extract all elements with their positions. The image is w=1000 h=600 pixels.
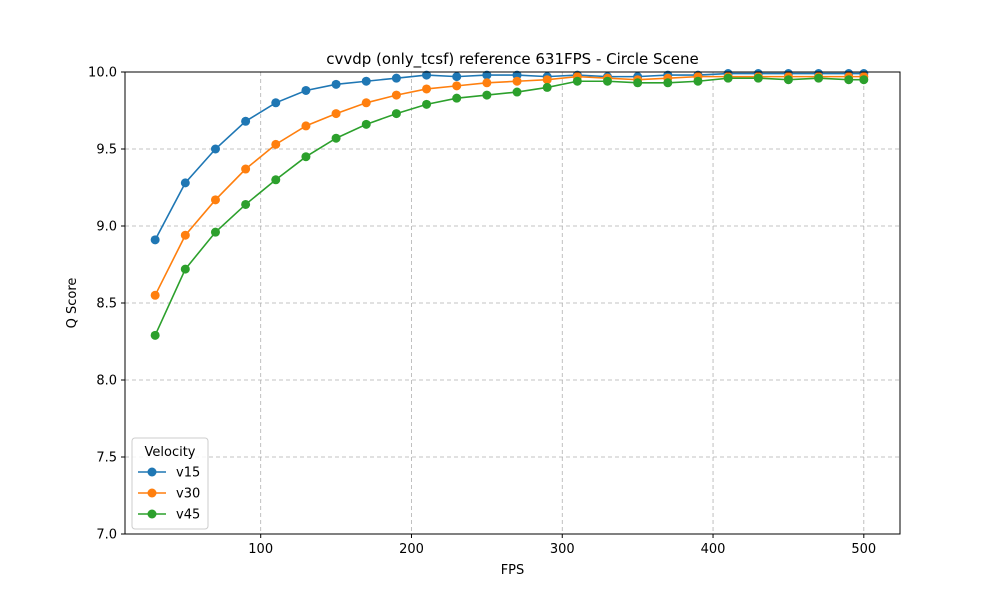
- y-tick-label: 8.0: [96, 374, 117, 389]
- data-point-v45: [391, 109, 401, 119]
- data-point-v30: [452, 81, 462, 91]
- series-layer: [150, 69, 869, 340]
- data-point-v45: [633, 78, 643, 88]
- data-point-v45: [482, 90, 492, 100]
- data-point-v45: [542, 82, 552, 92]
- data-point-v45: [844, 75, 854, 85]
- data-point-v15: [361, 76, 371, 86]
- data-point-v30: [301, 121, 311, 131]
- chart-title: cvvdp (only_tcsf) reference 631FPS - Cir…: [326, 50, 699, 69]
- data-point-v45: [150, 330, 160, 340]
- data-point-v15: [150, 235, 160, 245]
- data-point-v45: [361, 119, 371, 129]
- data-point-v30: [422, 84, 432, 94]
- data-point-v45: [512, 87, 522, 97]
- data-point-v45: [422, 99, 432, 109]
- data-point-v15: [482, 70, 492, 80]
- series-v45: [150, 73, 869, 340]
- x-tick-label: 400: [701, 542, 726, 557]
- data-point-v15: [210, 144, 220, 154]
- data-point-v15: [452, 72, 462, 82]
- x-tick-label: 100: [248, 542, 273, 557]
- data-point-v15: [512, 70, 522, 80]
- data-point-v45: [241, 199, 251, 209]
- data-point-v15: [422, 70, 432, 80]
- data-point-v30: [391, 90, 401, 100]
- data-point-v45: [783, 75, 793, 85]
- data-point-v45: [301, 152, 311, 162]
- data-point-v30: [361, 98, 371, 108]
- y-tick-label: 10.0: [88, 66, 117, 81]
- data-point-v30: [271, 139, 281, 149]
- data-point-v30: [482, 78, 492, 88]
- data-point-v30: [512, 76, 522, 86]
- x-axis-label: FPS: [501, 563, 525, 578]
- data-point-v15: [301, 85, 311, 95]
- y-tick-label: 9.5: [96, 143, 117, 158]
- data-point-v30: [241, 164, 251, 174]
- y-tick-label: 7.5: [96, 451, 117, 466]
- data-point-v30: [150, 290, 160, 300]
- legend-marker-v15: [147, 467, 157, 477]
- data-point-v45: [271, 175, 281, 185]
- data-point-v15: [271, 98, 281, 108]
- data-point-v15: [391, 73, 401, 83]
- data-point-v45: [693, 76, 703, 86]
- data-point-v15: [180, 178, 190, 188]
- data-point-v45: [723, 73, 733, 83]
- data-point-v45: [180, 264, 190, 274]
- data-point-v45: [331, 133, 341, 143]
- legend-label-v45: v45: [176, 508, 200, 523]
- y-tick-label: 9.0: [96, 220, 117, 235]
- legend-marker-v45: [147, 509, 157, 519]
- data-point-v45: [452, 93, 462, 103]
- data-point-v45: [602, 76, 612, 86]
- data-point-v45: [210, 227, 220, 237]
- y-tick-label: 8.5: [96, 297, 117, 312]
- data-point-v15: [331, 79, 341, 89]
- data-point-v45: [753, 73, 763, 83]
- data-point-v45: [663, 78, 673, 88]
- ticks: 100 200 300 400 500 7.0 7.5 8.0 8.5 9.0 9.5 10.0: [88, 66, 876, 558]
- legend-title: Velocity: [145, 445, 196, 460]
- y-tick-label: 7.0: [96, 528, 117, 543]
- data-point-v30: [180, 230, 190, 240]
- data-point-v45: [859, 75, 869, 85]
- grid: [125, 71, 900, 535]
- x-tick-label: 200: [399, 542, 424, 557]
- y-axis-label: Q Score: [65, 278, 80, 329]
- data-point-v15: [241, 116, 251, 126]
- data-point-v45: [572, 76, 582, 86]
- legend-label-v30: v30: [176, 487, 200, 502]
- legend: Velocity v15 v30 v45: [131, 437, 209, 530]
- data-point-v30: [210, 195, 220, 205]
- data-point-v30: [542, 75, 552, 85]
- x-tick-label: 300: [550, 542, 575, 557]
- data-point-v45: [814, 73, 824, 83]
- legend-label-v15: v15: [176, 466, 200, 481]
- data-point-v30: [331, 109, 341, 119]
- x-tick-label: 500: [851, 542, 876, 557]
- legend-box: [131, 437, 209, 530]
- legend-marker-v30: [147, 488, 157, 498]
